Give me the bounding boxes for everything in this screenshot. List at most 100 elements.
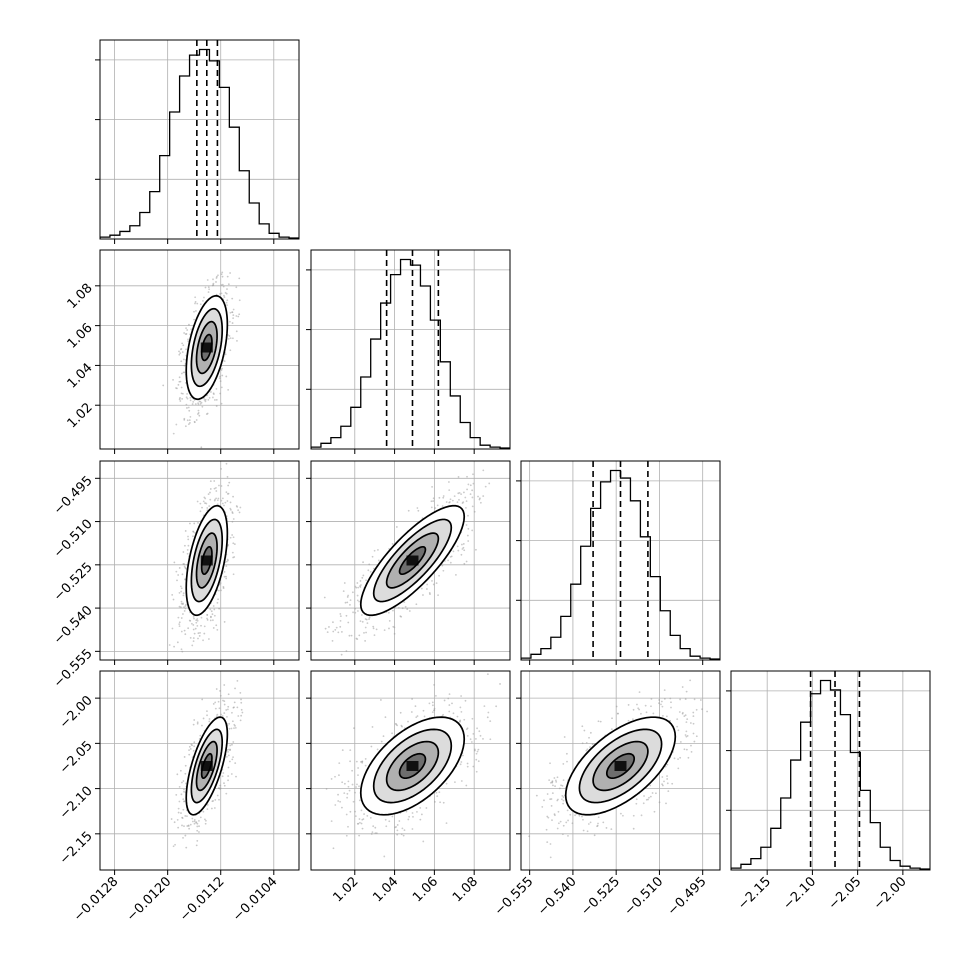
sample-point — [174, 843, 176, 846]
sample-point — [369, 570, 372, 573]
sample-point — [181, 650, 184, 653]
sample-point — [209, 498, 212, 501]
y-tick-label: −2.00 — [57, 693, 96, 732]
sample-point — [478, 497, 481, 500]
sample-point — [347, 594, 350, 597]
sample-point — [226, 288, 228, 290]
sample-point — [194, 627, 197, 630]
sample-point — [360, 822, 363, 825]
sample-point — [344, 601, 347, 604]
sample-point — [218, 707, 221, 710]
sample-point — [402, 834, 405, 837]
sample-point — [229, 349, 232, 352]
sample-point — [455, 574, 457, 576]
sample-point — [374, 826, 377, 829]
sample-point — [173, 821, 176, 824]
sample-point — [225, 375, 228, 378]
sample-point — [459, 763, 462, 766]
sample-point — [352, 800, 355, 803]
sample-point — [228, 481, 231, 484]
sample-point — [225, 577, 228, 580]
sample-point — [349, 810, 352, 813]
sample-point — [178, 785, 181, 788]
sample-point — [435, 582, 438, 585]
sample-point — [226, 493, 229, 495]
sample-point — [180, 587, 183, 590]
sample-point — [220, 713, 223, 716]
sample-point — [193, 318, 196, 321]
sample-point — [224, 291, 227, 294]
sample-point — [358, 634, 361, 637]
sample-point — [231, 512, 234, 514]
sample-point — [371, 726, 374, 728]
sample-point — [221, 374, 224, 377]
density-peak — [406, 555, 419, 566]
sample-point — [393, 632, 396, 635]
sample-point — [235, 286, 238, 289]
sample-point — [359, 821, 361, 824]
sample-point — [460, 710, 463, 713]
sample-point — [214, 701, 217, 704]
sample-point — [338, 762, 341, 765]
sample-point — [224, 353, 227, 356]
sample-point — [197, 402, 199, 405]
sample-point — [430, 500, 433, 503]
sample-point — [181, 351, 184, 353]
sample-point — [488, 482, 491, 485]
sample-point — [461, 502, 464, 504]
sample-point — [459, 719, 462, 722]
sample-point — [191, 744, 193, 747]
sample-point — [457, 549, 460, 552]
sample-point — [191, 403, 194, 405]
sample-point — [184, 815, 187, 817]
sample-point — [198, 825, 200, 828]
sample-point — [337, 793, 339, 796]
sample-point — [194, 296, 197, 299]
sample-point — [192, 749, 195, 752]
sample-point — [362, 574, 365, 577]
samples-3-1 — [325, 673, 501, 858]
sample-point — [182, 358, 185, 361]
sample-point — [420, 813, 423, 816]
sample-point — [228, 722, 231, 725]
sample-point — [337, 800, 340, 802]
sample-point — [196, 624, 199, 627]
sample-point — [176, 773, 179, 776]
sample-point — [223, 296, 226, 299]
sample-point — [177, 807, 180, 810]
sample-point — [368, 618, 370, 621]
sample-point — [203, 296, 205, 299]
sample-point — [190, 622, 193, 625]
sample-point — [185, 403, 188, 406]
sample-point — [225, 709, 228, 711]
sample-point — [227, 754, 230, 757]
sample-point — [197, 409, 200, 412]
sample-point — [197, 522, 199, 524]
sample-point — [210, 610, 213, 613]
sample-point — [168, 644, 171, 646]
sample-point — [475, 770, 478, 773]
sample-point — [184, 772, 187, 775]
sample-point — [222, 699, 224, 702]
sample-point — [324, 627, 327, 630]
sample-point — [211, 613, 214, 616]
sample-point — [339, 613, 342, 615]
sample-point — [210, 615, 212, 618]
sample-point — [225, 301, 228, 304]
sample-point — [195, 821, 197, 824]
sample-point — [487, 711, 490, 714]
sample-point — [172, 845, 175, 848]
sample-point — [203, 399, 206, 401]
sample-point — [182, 594, 185, 597]
sample-point — [471, 496, 474, 499]
sample-point — [195, 419, 198, 421]
sample-point — [200, 446, 203, 449]
sample-point — [206, 614, 209, 616]
sample-point — [193, 617, 195, 620]
sample-point — [436, 795, 439, 797]
sample-point — [186, 549, 189, 551]
contour-line — [372, 518, 453, 603]
sample-point — [399, 711, 402, 714]
sample-point — [486, 673, 489, 676]
sample-point — [215, 688, 218, 690]
